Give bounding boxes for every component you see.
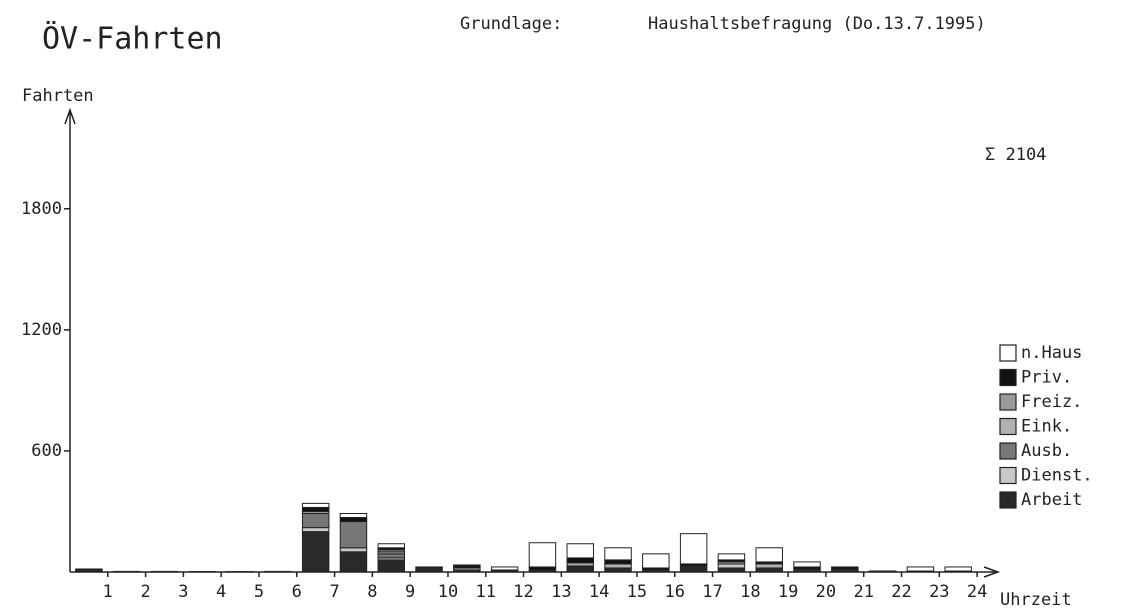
legend-label: Ausb. — [1021, 441, 1072, 461]
bar-segment — [755, 563, 783, 569]
x-tick-label: 13 — [551, 582, 571, 602]
bar-segment — [415, 566, 443, 569]
bar-segment — [264, 570, 292, 573]
x-tick-label: 9 — [405, 582, 415, 602]
x-tick-label: 22 — [891, 582, 911, 602]
x-tick-label: 1 — [103, 582, 113, 602]
bar-segment — [339, 521, 368, 549]
y-tick-label: 1800 — [21, 199, 62, 219]
bar-segment — [755, 547, 783, 563]
bar-segment — [944, 566, 972, 572]
legend-label: Eink. — [1021, 417, 1072, 437]
x-tick-label: 4 — [216, 582, 226, 602]
legend-swatch — [999, 417, 1017, 436]
legend-swatch — [999, 393, 1017, 411]
legend-label: n.Haus — [1021, 343, 1082, 363]
bar-segment — [377, 543, 405, 549]
bar-segment — [377, 553, 405, 559]
bar-segment — [339, 547, 368, 553]
bar-segment — [301, 506, 330, 512]
x-tick-label: 10 — [438, 582, 458, 602]
y-tick-label: 600 — [31, 441, 62, 461]
legend-swatch — [999, 466, 1017, 485]
x-tick-label: 18 — [740, 582, 760, 602]
bar-segment — [679, 533, 708, 565]
x-tick-label: 19 — [778, 582, 798, 602]
bar-segment — [604, 563, 632, 569]
x-axis-label: Uhrzeit — [1000, 590, 1072, 610]
legend-swatch — [999, 491, 1017, 509]
x-tick-label: 5 — [254, 582, 264, 602]
bar-segment — [679, 565, 708, 573]
bar-segment — [528, 542, 557, 568]
bar-segment — [793, 561, 821, 568]
bar-segment — [415, 567, 443, 573]
bar-segment — [339, 551, 368, 573]
bar-segment — [831, 566, 859, 570]
bar-segment — [490, 566, 519, 571]
bar-segment — [604, 567, 632, 573]
bar-segment — [566, 543, 594, 559]
x-tick-label: 23 — [929, 582, 949, 602]
chart-title: ÖV-Fahrten — [42, 21, 223, 57]
bar-segment — [339, 512, 368, 519]
legend-label: Freiz. — [1021, 392, 1082, 412]
bar-segment — [453, 564, 481, 567]
subtitle-label: Grundlage: — [460, 14, 562, 34]
bar-segment — [301, 527, 330, 533]
legend-label: Dienst. — [1021, 466, 1093, 486]
bar-segment — [717, 563, 746, 569]
x-tick-label: 3 — [178, 582, 188, 602]
y-tick-label: 1200 — [21, 320, 62, 340]
x-tick-label: 21 — [853, 582, 873, 602]
bar-segment — [717, 553, 746, 561]
y-axis — [64, 107, 76, 572]
bar-segment — [301, 531, 330, 573]
legend-swatch — [999, 344, 1017, 362]
x-tick-label: 12 — [513, 582, 533, 602]
x-tick-label: 17 — [702, 582, 722, 602]
x-tick-label: 16 — [664, 582, 684, 602]
bar-segment — [150, 570, 179, 573]
legend-label: Arbeit — [1021, 490, 1082, 510]
subtitle: Haushaltsbefragung (Do.13.7.1995) — [648, 14, 986, 34]
bar-segment — [75, 568, 103, 571]
bar-segment — [717, 567, 746, 573]
x-tick-label: 20 — [816, 582, 836, 602]
bar-segment — [339, 517, 368, 523]
bar-segment — [642, 553, 670, 569]
x-tick-label: 2 — [140, 582, 150, 602]
x-tick-label: 8 — [367, 582, 377, 602]
legend-swatch — [999, 368, 1017, 387]
bar-segment — [377, 559, 405, 573]
x-tick-label: 15 — [627, 582, 647, 602]
bar-segment — [566, 557, 594, 564]
legend-label: Priv. — [1021, 368, 1072, 388]
bar-segment — [604, 547, 632, 561]
annotation: Σ 2104 — [985, 145, 1046, 165]
x-tick-label: 24 — [967, 582, 987, 602]
bar-segment — [604, 559, 632, 565]
x-tick-label: 14 — [589, 582, 609, 602]
bar-segment — [301, 502, 330, 508]
x-tick-label: 7 — [329, 582, 339, 602]
x-tick-label: 11 — [476, 582, 496, 602]
legend-swatch — [999, 442, 1017, 460]
y-axis-label: Fahrten — [22, 86, 94, 106]
bar-segment — [755, 567, 783, 573]
x-tick-label: 6 — [292, 582, 302, 602]
bar-segment — [301, 512, 330, 529]
bar-segment — [566, 565, 594, 573]
bar-segment — [906, 566, 935, 572]
bar-segment — [112, 570, 141, 573]
